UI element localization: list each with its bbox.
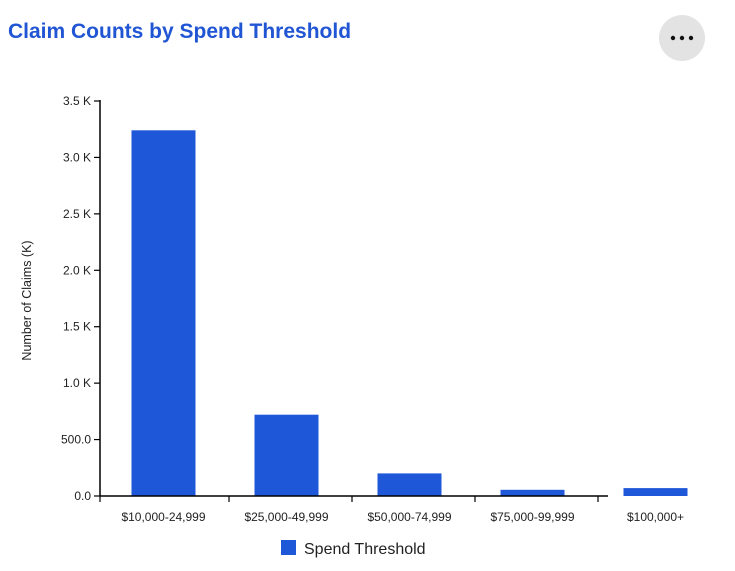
y-tick-label-5: 2.5 K (63, 207, 91, 221)
bar-2 (377, 473, 442, 496)
x-tick-label-0: $10,000-24,999 (121, 510, 205, 524)
bar-3 (500, 489, 565, 496)
y-tick-label-6: 3.0 K (63, 150, 91, 164)
y-tick-label-4: 2.0 K (63, 263, 91, 277)
bar-0 (131, 130, 196, 497)
bar-4 (623, 488, 688, 496)
chart-title: Claim Counts by Spend Threshold (8, 20, 352, 43)
x-tick-label-3: $75,000-99,999 (490, 510, 574, 524)
x-tick-label-4: $100,000+ (627, 510, 684, 524)
more-horizontal-icon (670, 35, 694, 41)
x-tick-label-2: $50,000-74,999 (367, 510, 451, 524)
bar-1 (254, 414, 319, 496)
legend-swatch (281, 540, 296, 555)
y-tick-label-7: 3.5 K (63, 94, 91, 108)
y-tick-label-0: 0.0 (74, 489, 91, 503)
y-axis-label: Number of Claims (K) (20, 240, 34, 360)
y-tick-label-3: 1.5 K (63, 320, 91, 334)
y-tick-label-1: 500.0 (61, 433, 91, 447)
x-tick-label-1: $25,000-49,999 (244, 510, 328, 524)
more-options-button[interactable] (659, 15, 705, 61)
legend-label: Spend Threshold (304, 541, 426, 558)
y-tick-label-2: 1.0 K (63, 376, 91, 390)
